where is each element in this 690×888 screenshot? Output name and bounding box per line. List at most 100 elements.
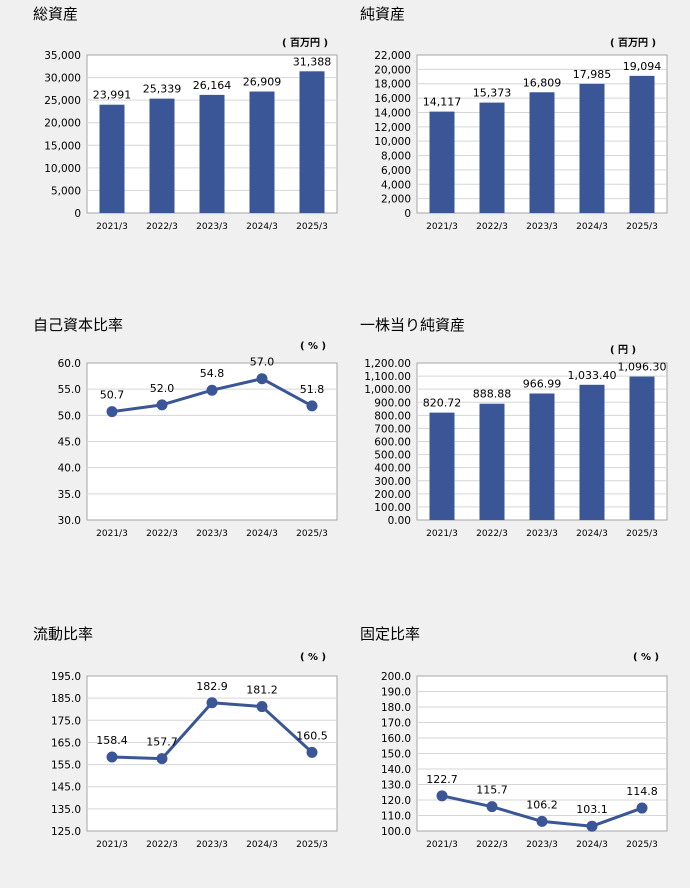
y-tick-label: 200.0 [381,671,411,683]
data-label: 19,094 [623,60,662,73]
y-tick-label: 150.0 [381,749,411,761]
data-point [306,400,318,412]
data-point [306,746,318,758]
chart-panel-bps: 一株当り純資産 ( 円 ) 0.00 100.00 200.00 300.00 400.… [345,311,690,611]
bar [299,71,325,213]
data-point [206,384,218,396]
bar-chart-bps: 0.00100.00200.00300.00400.00500.00600.00… [364,358,668,539]
x-tick-label: 2024/3 [246,840,278,850]
bar [579,384,605,520]
x-tick-label: 2021/3 [96,222,128,232]
y-tick-label: 18,000 [374,79,411,91]
bar [429,111,455,213]
chart-title: 総資産 [33,5,79,23]
x-tick-label: 2025/3 [296,840,328,850]
data-label: 106.2 [526,798,558,811]
y-tick-label: 35,000 [44,50,81,62]
x-tick-label: 2025/3 [626,529,658,539]
y-tick-label: 0 [404,208,411,220]
data-label: 26,164 [193,79,232,92]
chart-title: 固定比率 [360,625,421,643]
bar-chart-net-assets: 0 2,000 4,000 6,000 8,000 10,000 12,000 14,000 1… [374,50,668,232]
data-label: 888.88 [473,388,512,401]
y-tick-label: 25,000 [44,95,81,107]
bar-chart-total-assets: 0 5,000 10,000 15,000 20,000 25,000 30,000 35,0… [44,50,338,232]
chart-unit: ( % ) [633,652,660,663]
data-point [206,697,218,709]
y-tick-label: 400.00 [374,463,411,475]
data-label: 17,985 [573,68,612,81]
y-tick-label: 4,000 [381,179,411,191]
y-tick-label: 100.00 [374,502,411,514]
y-tick-label: 120.0 [381,795,411,807]
y-tick-label: 900.00 [374,397,411,409]
data-point [636,802,648,814]
bar [529,393,555,520]
data-point [106,751,118,763]
chart-unit: ( 百万円 ) [610,38,657,49]
bar [199,94,225,213]
x-tick-label: 2022/3 [476,529,508,539]
data-point [486,801,498,813]
x-tick-label: 2022/3 [146,529,178,539]
y-tick-label: 1,100.00 [364,371,411,383]
x-tick-label: 2023/3 [526,529,558,539]
chart-panel-equity-ratio: 自己資本比率 ( % ) 30.0 35.0 40.0 45.0 50.0 55.0 60.… [0,311,345,611]
data-label: 158.4 [96,734,128,747]
x-tick-label: 2023/3 [196,222,228,232]
x-tick-label: 2021/3 [426,529,458,539]
y-tick-label: 155.0 [51,760,81,772]
chart-title: 純資産 [360,5,406,23]
chart-title: 自己資本比率 [33,316,124,334]
data-point [256,701,268,713]
bar [429,412,455,520]
y-tick-label: 600.00 [374,437,411,449]
y-tick-label: 170.0 [381,718,411,730]
data-label: 1,033.40 [568,369,617,382]
data-point [156,753,168,765]
y-tick-label: 10,000 [374,136,411,148]
chart-unit: ( % ) [300,341,327,352]
data-label: 50.7 [100,389,125,402]
x-tick-label: 2025/3 [626,840,658,850]
bar [479,403,505,520]
y-tick-label: 60.0 [58,358,81,370]
data-point [436,790,448,802]
y-tick-label: 10,000 [44,163,81,175]
line-chart-current-ratio: 125.0 135.0 145.0 155.0 165.0 175.0 185.0 195.0… [51,671,338,850]
bar [529,92,555,213]
y-tick-label: 800.00 [374,410,411,422]
y-tick-label: 1,200.00 [364,358,411,370]
chart-panel-net-assets: 純資産 ( 百万円 ) 0 2,000 4,000 6,000 8,000 10,000 1… [345,0,690,300]
y-tick-label: 300.00 [374,476,411,488]
data-label: 115.7 [476,784,508,797]
data-label: 122.7 [426,773,458,786]
data-label: 182.9 [196,680,228,693]
line-chart-fixed-ratio: 100.0 110.0 120.0 130.0 140.0 150.0 160.0 170.0… [381,671,668,850]
y-tick-label: 55.0 [58,384,81,396]
y-tick-label: 190.0 [381,687,411,699]
y-tick-label: 15,000 [44,140,81,152]
y-tick-label: 175.0 [51,715,81,727]
y-tick-label: 22,000 [374,50,411,62]
y-tick-label: 20,000 [44,118,81,130]
data-point [586,820,598,832]
y-tick-label: 45.0 [58,437,81,449]
chart-title: 流動比率 [33,625,94,643]
x-tick-label: 2024/3 [576,222,608,232]
x-tick-label: 2024/3 [246,222,278,232]
y-tick-label: 200.00 [374,489,411,501]
data-label: 114.8 [626,785,658,798]
chart-unit: ( 百万円 ) [282,38,329,49]
bar [629,75,655,213]
data-label: 51.8 [300,383,325,396]
y-tick-label: 12,000 [374,122,411,134]
x-tick-label: 2025/3 [296,222,328,232]
data-label: 25,339 [143,83,182,96]
x-tick-label: 2022/3 [146,222,178,232]
data-label: 57.0 [250,356,275,369]
x-tick-label: 2024/3 [576,840,608,850]
y-tick-label: 16,000 [374,93,411,105]
x-tick-label: 2023/3 [526,840,558,850]
y-tick-label: 185.0 [51,693,81,705]
